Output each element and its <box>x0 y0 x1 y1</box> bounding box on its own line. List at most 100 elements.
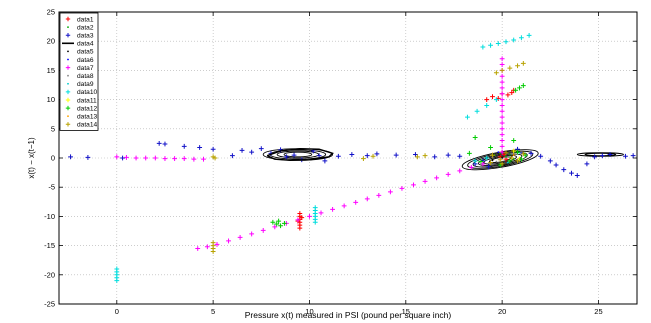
data-point <box>114 278 120 284</box>
data-point <box>607 152 613 157</box>
data-point <box>457 153 463 159</box>
legend-swatch <box>67 58 69 61</box>
data-point <box>474 108 480 114</box>
data-point <box>445 152 451 158</box>
data-point <box>505 92 511 98</box>
y-tick-label: 10 <box>47 95 55 104</box>
data-point <box>297 225 303 231</box>
legend-label: data10 <box>77 89 98 96</box>
data-point <box>414 154 420 160</box>
legend-label: data4 <box>77 41 94 48</box>
data-point <box>484 97 490 102</box>
data-point <box>278 223 283 229</box>
data-point <box>499 161 505 167</box>
data-point <box>497 157 503 163</box>
data-point <box>191 156 197 162</box>
data-point <box>249 231 255 237</box>
data-point <box>156 141 162 146</box>
series-data10 <box>114 32 532 284</box>
data-point <box>197 145 203 150</box>
data-point <box>239 148 245 153</box>
data-point <box>503 39 509 45</box>
data-point <box>528 150 534 156</box>
data-point <box>124 155 129 160</box>
data-point <box>457 168 463 174</box>
series-data4 <box>266 147 334 162</box>
data-point <box>162 141 168 147</box>
legend-entry: data13 <box>67 114 98 121</box>
data-point <box>299 215 305 220</box>
data-point <box>499 62 505 67</box>
data-point <box>484 155 490 161</box>
legend-swatch <box>65 16 71 22</box>
data-point <box>538 153 544 159</box>
data-point <box>374 151 380 157</box>
legend-entry: data8 <box>67 73 94 80</box>
y-tick-label: 5 <box>51 124 55 133</box>
data-point <box>210 146 216 152</box>
legend-entry: data7 <box>65 65 94 72</box>
data-point <box>499 79 505 85</box>
data-point <box>509 155 515 161</box>
legend-label: data2 <box>77 24 94 31</box>
data-point <box>272 224 278 230</box>
data-point <box>490 152 495 158</box>
legend-box <box>59 12 99 131</box>
y-tick-label: 15 <box>47 66 55 75</box>
data-point <box>499 143 505 149</box>
data-point <box>519 156 524 162</box>
series-line <box>266 147 334 162</box>
data-point <box>592 154 598 160</box>
legend-swatch <box>67 74 69 77</box>
data-point <box>353 199 359 205</box>
ellipse-ring <box>576 152 624 157</box>
legend-entry: data6 <box>67 57 94 64</box>
data-point <box>507 65 513 71</box>
data-point <box>493 97 499 102</box>
data-point <box>172 156 177 161</box>
data-point <box>515 149 520 155</box>
data-point <box>212 155 218 161</box>
data-point <box>478 159 484 164</box>
legend-swatch <box>65 33 71 38</box>
legend-label: data7 <box>77 65 94 72</box>
data-point <box>282 221 287 226</box>
data-point <box>499 120 505 126</box>
legend-swatch <box>65 105 71 111</box>
data-point <box>499 73 505 79</box>
y-tick-label: -20 <box>44 270 55 279</box>
legend-entry: data3 <box>65 33 94 40</box>
data-point <box>274 221 280 227</box>
series-data3 <box>68 141 636 178</box>
data-point <box>237 235 243 240</box>
data-point <box>260 228 266 233</box>
data-point <box>623 153 628 159</box>
data-point <box>422 153 428 159</box>
data-point <box>465 114 470 120</box>
series-data12 <box>270 83 528 229</box>
data-point <box>584 161 590 167</box>
data-point <box>316 153 322 159</box>
legend-label: data8 <box>77 73 94 80</box>
data-point <box>307 214 312 219</box>
data-point <box>512 154 515 156</box>
legend-entry: data11 <box>65 97 97 104</box>
legend-entry: data9 <box>67 81 94 88</box>
data-point <box>499 114 505 120</box>
data-point <box>495 160 498 163</box>
data-point <box>501 157 504 159</box>
x-tick-label: 5 <box>211 307 215 316</box>
data-point <box>499 91 505 97</box>
ellipse-ring <box>283 151 313 158</box>
data-point <box>507 158 513 164</box>
legend-entry: data5 <box>67 49 94 56</box>
data-point <box>526 32 532 38</box>
data-point <box>210 249 216 254</box>
data-point <box>484 103 490 108</box>
series-layer <box>68 32 636 284</box>
data-point <box>411 182 416 188</box>
legend-swatch <box>65 65 71 70</box>
